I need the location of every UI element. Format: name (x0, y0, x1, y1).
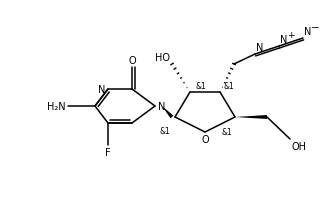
Text: &1: &1 (196, 82, 207, 91)
Text: O: O (201, 134, 209, 144)
Text: N: N (158, 102, 165, 111)
Text: N: N (280, 35, 287, 45)
Text: &1: &1 (160, 126, 170, 135)
Text: +: + (287, 31, 294, 40)
Text: F: F (105, 147, 111, 157)
Text: N: N (304, 27, 311, 37)
Text: OH: OH (292, 141, 307, 151)
Text: H₂N: H₂N (47, 102, 66, 111)
Text: O: O (128, 56, 136, 66)
Text: N: N (256, 43, 264, 53)
Polygon shape (162, 107, 173, 119)
Text: −: − (311, 23, 320, 33)
Text: &1: &1 (221, 127, 232, 136)
Text: N: N (98, 85, 105, 95)
Polygon shape (235, 115, 267, 119)
Text: &1: &1 (224, 82, 235, 91)
Text: HO: HO (155, 53, 170, 63)
